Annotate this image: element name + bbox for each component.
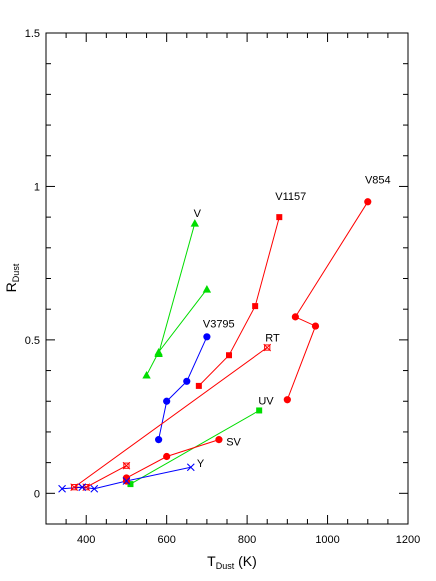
data-point: [58, 484, 66, 493]
data-point: [186, 463, 195, 472]
series-line: [286, 201, 369, 400]
series-label: V854: [365, 174, 391, 186]
data-point: [154, 347, 163, 356]
x-axis-label: TDust (K): [207, 553, 257, 571]
data-point: [83, 484, 90, 491]
series-label: Y: [197, 458, 205, 470]
series-lines: [62, 201, 369, 490]
data-point: [226, 352, 233, 359]
data-point: [215, 436, 223, 444]
data-point: [190, 219, 200, 227]
series-label: SV: [226, 437, 241, 449]
y-tick-label: 1: [34, 181, 40, 193]
series-label: V1157: [275, 191, 306, 203]
data-point: [78, 483, 87, 492]
y-axis-label-main: R: [3, 282, 19, 292]
data-point: [276, 214, 283, 221]
data-point: [163, 452, 171, 461]
data-point: [123, 462, 130, 469]
data-point: [90, 484, 99, 493]
x-tick-labels: 400 600 800 1000 1200: [77, 534, 420, 546]
data-point: [364, 198, 372, 206]
data-point: [252, 303, 259, 310]
y-tick-label: 0: [34, 488, 40, 500]
data-point: [202, 285, 212, 293]
data-point: [127, 481, 134, 488]
series-label: UV: [258, 395, 274, 407]
plot-frame: [45, 32, 409, 525]
series-labels: V854 V1157 V V3795 RT UV SV Y: [194, 174, 391, 470]
data-point: [163, 397, 171, 405]
y-tick-labels: 0 0.5 1 1.5: [25, 28, 40, 500]
axis-ticks: [45, 32, 409, 525]
data-point: [155, 436, 163, 444]
series-label: V3795: [203, 319, 235, 331]
x-axis-label-main: T: [207, 553, 216, 569]
x-tick-label: 400: [77, 534, 95, 546]
data-point: [264, 344, 271, 351]
series-line: [72, 347, 268, 488]
x-tick-label: 600: [157, 534, 175, 546]
y-axis-label: RDust: [3, 263, 21, 292]
series-line: [158, 336, 208, 440]
series-line: [146, 288, 208, 376]
x-axis-label-unit: (K): [238, 553, 257, 569]
data-point: [291, 313, 299, 321]
y-tick-label: 1.5: [25, 28, 40, 40]
series-label: V: [194, 208, 202, 220]
data-point: [142, 370, 151, 379]
data-point: [183, 377, 191, 385]
data-point: [71, 484, 78, 491]
x-tick-label: 800: [238, 534, 256, 546]
x-tick-label: 1200: [396, 534, 420, 546]
series-label: RT: [265, 332, 280, 344]
data-point: [122, 477, 131, 485]
y-tick-label: 0.5: [25, 335, 40, 347]
data-point: [195, 382, 202, 389]
y-axis-label-sub: Dust: [11, 263, 21, 282]
series-line: [198, 216, 280, 387]
series-line: [158, 223, 196, 354]
data-point: [203, 333, 211, 341]
data-point: [311, 322, 320, 330]
data-point: [283, 396, 291, 404]
series-markers: [58, 198, 372, 493]
data-point: [256, 407, 263, 414]
x-axis-label-sub: Dust: [216, 561, 235, 571]
x-tick-label: 1000: [315, 534, 339, 546]
